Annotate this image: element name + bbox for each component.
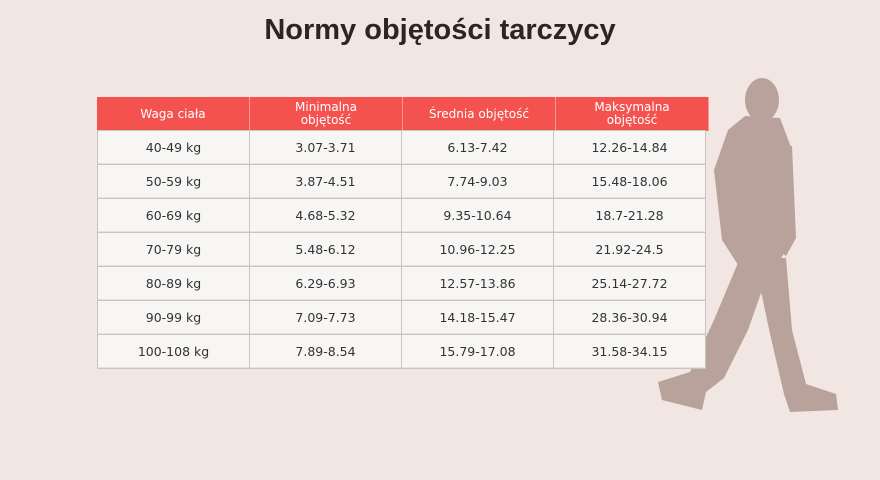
- header-text: Minimalna objętość: [295, 100, 357, 127]
- table-cell: 6.29-6.93: [249, 266, 402, 301]
- table-cell: 25.14-27.72: [553, 266, 706, 301]
- table-cell: 60-69 kg: [97, 198, 250, 233]
- table-row: 100-108 kg 7.89-8.54 15.79-17.08 31.58-34.1…: [97, 334, 709, 369]
- table-row: 60-69 kg 4.68-5.32 9.35-10.64 18.7-21.28: [97, 198, 709, 233]
- table-cell: 90-99 kg: [97, 300, 250, 335]
- table-cell: 3.87-4.51: [249, 164, 402, 199]
- page-title: Normy objętości tarczycy: [264, 14, 616, 46]
- table-cell: 4.68-5.32: [249, 198, 402, 233]
- table-row: 70-79 kg 5.48-6.12 10.96-12.25 21.92-24.5: [97, 232, 709, 267]
- table-cell: 100-108 kg: [97, 334, 250, 369]
- table-row: 90-99 kg 7.09-7.73 14.18-15.47 28.36-30.94: [97, 300, 709, 335]
- table-cell: 50-59 kg: [97, 164, 250, 199]
- header-text: Średnia objętość: [429, 106, 529, 121]
- table-cell: 5.48-6.12: [249, 232, 402, 267]
- header-cell: Minimalna objętość: [250, 97, 403, 131]
- table-cell: 7.89-8.54: [249, 334, 402, 369]
- table-cell: 10.96-12.25: [401, 232, 554, 267]
- table-cell: 31.58-34.15: [553, 334, 706, 369]
- table-cell: 14.18-15.47: [401, 300, 554, 335]
- table-cell: 15.79-17.08: [401, 334, 554, 369]
- header-text: Maksymalna objętość: [594, 100, 670, 127]
- header-cell: Waga ciała: [97, 97, 250, 131]
- table-row: 50-59 kg 3.87-4.51 7.74-9.03 15.48-18.06: [97, 164, 709, 199]
- table-cell: 70-79 kg: [97, 232, 250, 267]
- table-row: 40-49 kg 3.07-3.71 6.13-7.42 12.26-14.84: [97, 130, 709, 165]
- table-cell: 6.13-7.42: [401, 130, 554, 165]
- table-cell: 80-89 kg: [97, 266, 250, 301]
- table-cell: 9.35-10.64: [401, 198, 554, 233]
- walking-person-silhouette: [658, 78, 838, 412]
- table-cell: 12.26-14.84: [553, 130, 706, 165]
- table-cell: 40-49 kg: [97, 130, 250, 165]
- table-cell: 18.7-21.28: [553, 198, 706, 233]
- thyroid-volume-table: Waga ciała Minimalna objętość Średnia obję…: [97, 97, 709, 369]
- header-text: Waga ciała: [140, 106, 206, 121]
- table-cell: 28.36-30.94: [553, 300, 706, 335]
- table-cell: 7.74-9.03: [401, 164, 554, 199]
- header-row: Waga ciała Minimalna objętość Średnia obję…: [97, 97, 709, 131]
- table-cell: 3.07-3.71: [249, 130, 402, 165]
- table-cell: 7.09-7.73: [249, 300, 402, 335]
- table-cell: 12.57-13.86: [401, 266, 554, 301]
- table-row: 80-89 kg 6.29-6.93 12.57-13.86 25.14-27.72: [97, 266, 709, 301]
- header-cell: Maksymalna objętość: [556, 97, 709, 131]
- header-cell: Średnia objętość: [403, 97, 556, 131]
- table-cell: 15.48-18.06: [553, 164, 706, 199]
- table-cell: 21.92-24.5: [553, 232, 706, 267]
